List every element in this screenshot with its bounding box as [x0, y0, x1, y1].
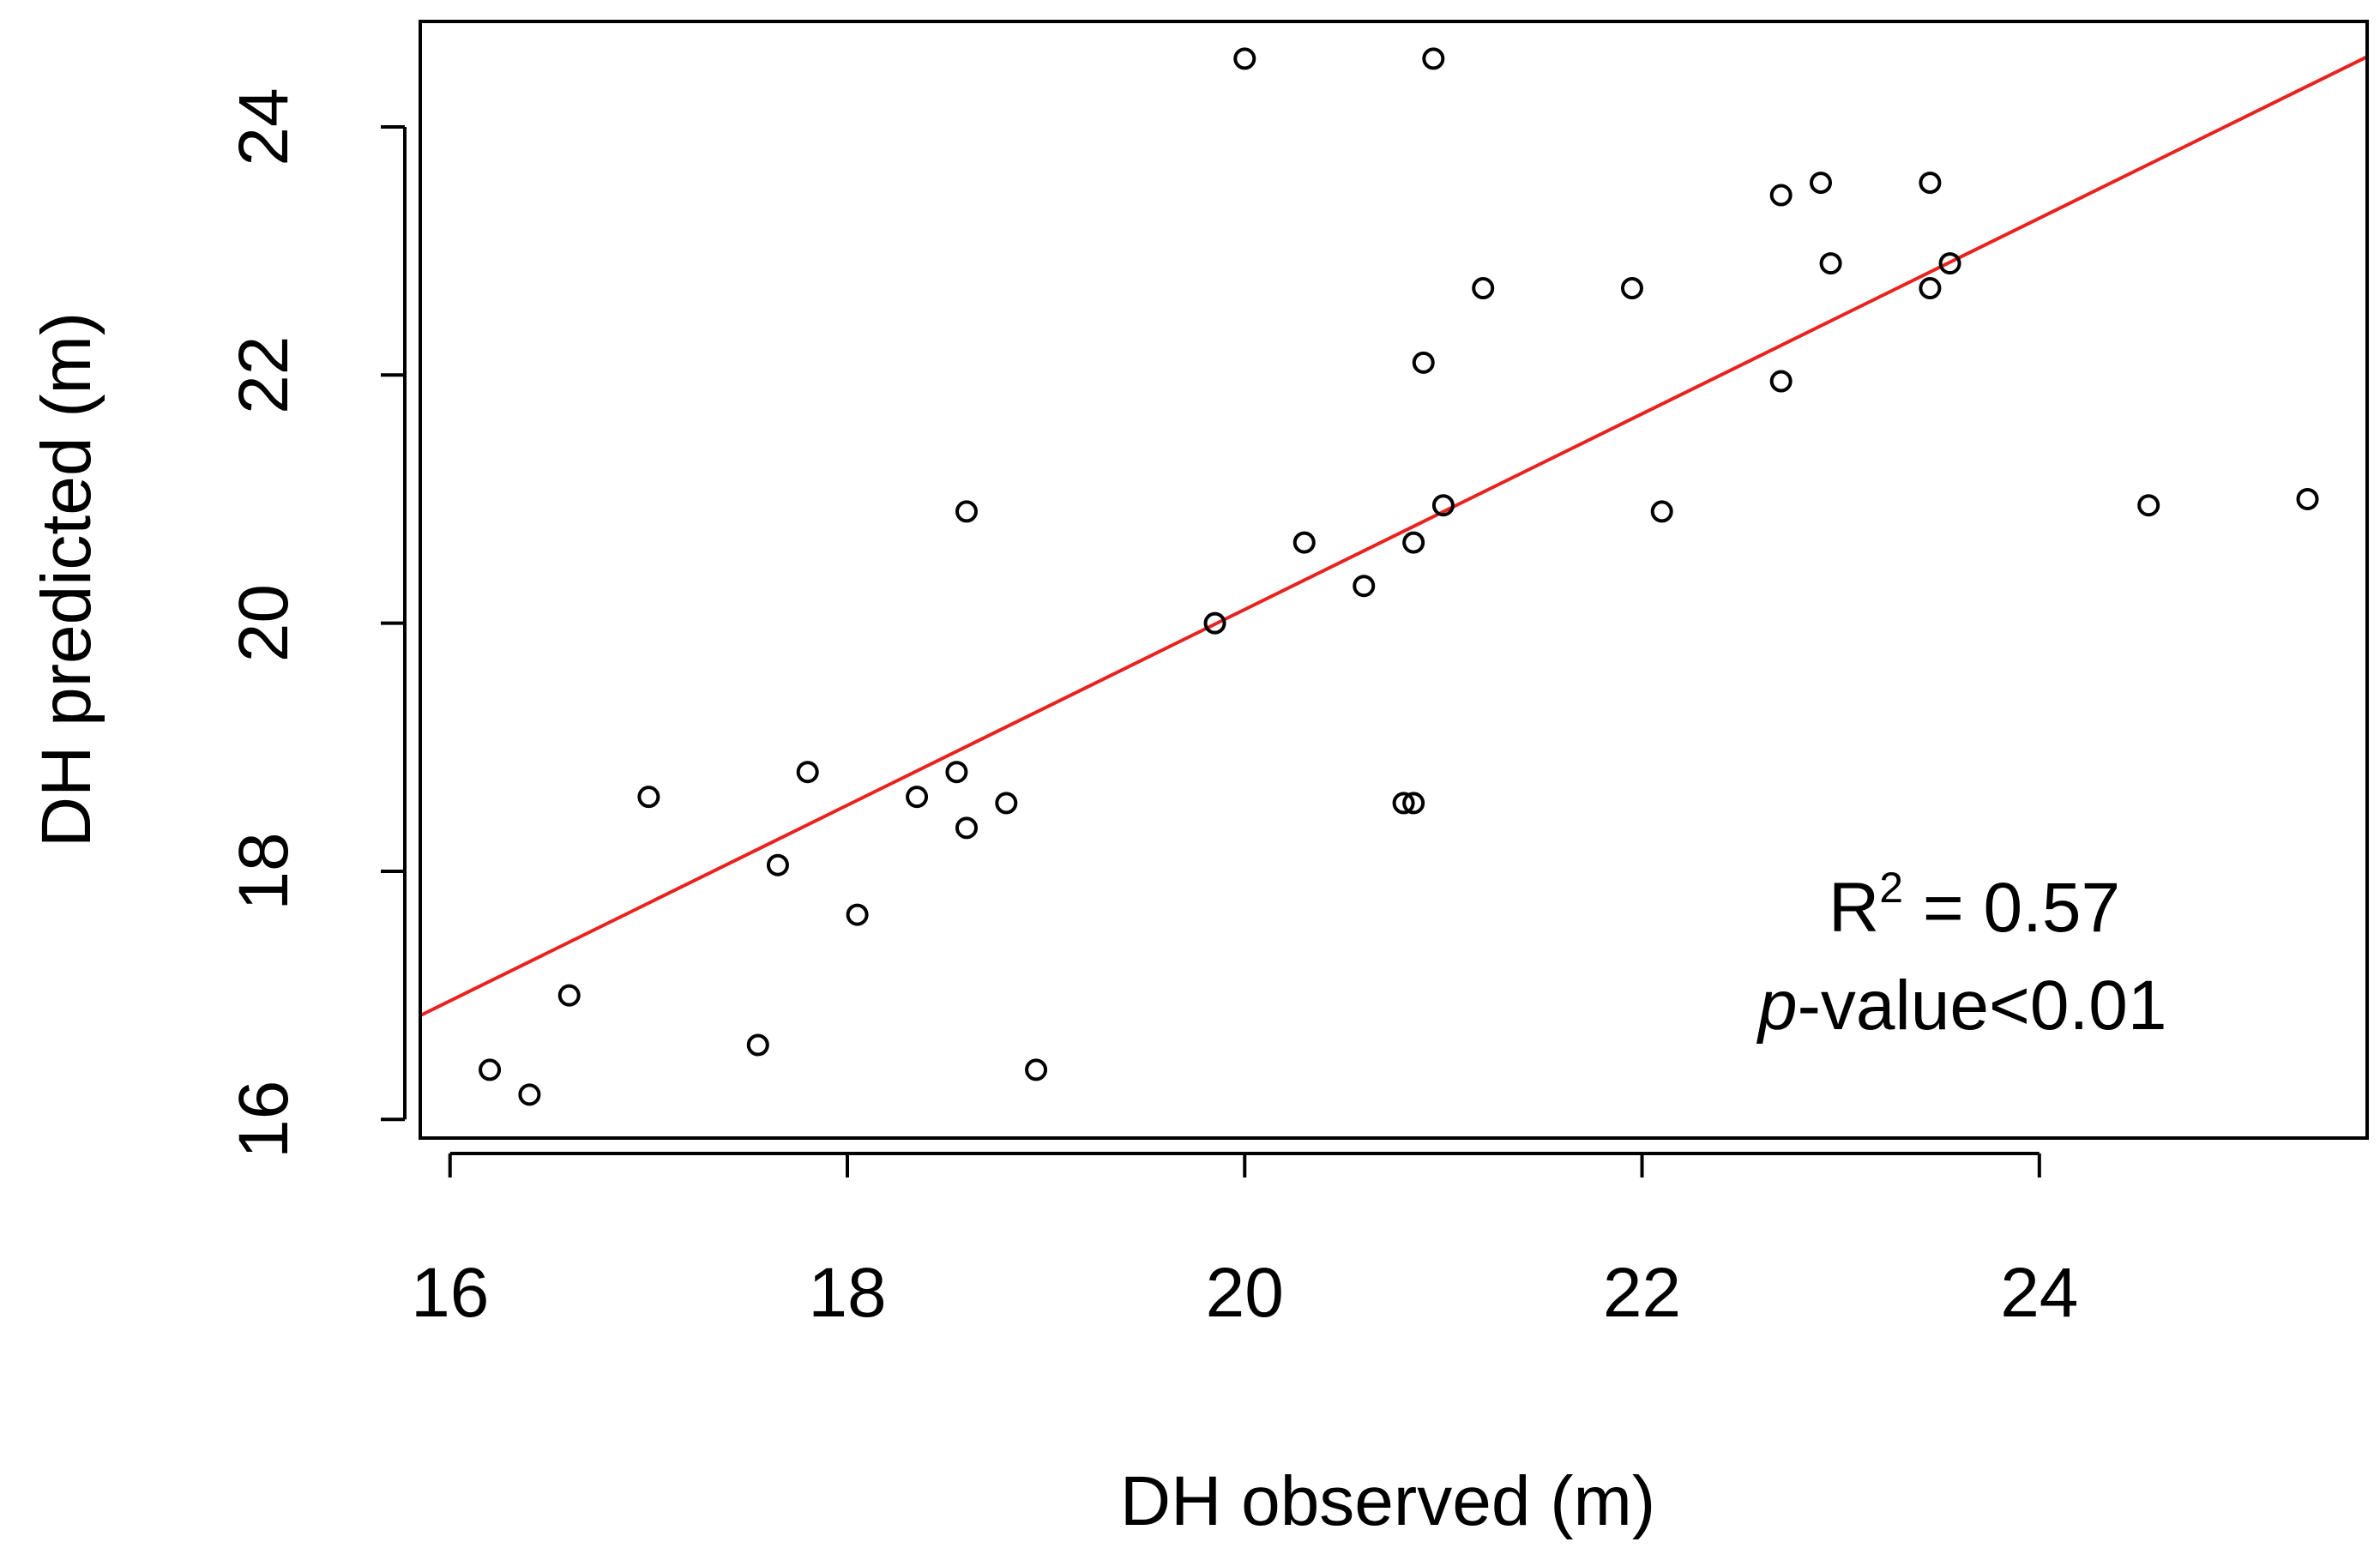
- x-axis: 16 18 20 22 24: [411, 1152, 2078, 1332]
- plot-frame: [419, 20, 2369, 1140]
- fit-line-layer: [419, 55, 2368, 1017]
- r-symbol: R: [1829, 869, 1879, 947]
- data-point: [2296, 487, 2319, 510]
- data-point: [557, 984, 581, 1007]
- y-tick-label: 22: [225, 336, 303, 414]
- data-point: [1650, 500, 1673, 523]
- r-squared-annotation: R2 = 0.57: [1829, 864, 2120, 947]
- data-point: [746, 1033, 769, 1057]
- y-tick-label: 18: [225, 832, 303, 910]
- data-point: [796, 761, 819, 784]
- y-tick-label: 20: [225, 584, 303, 662]
- x-axis-label: DH observed (m): [1120, 1462, 1655, 1540]
- y-tick-label: 24: [225, 87, 303, 166]
- data-point: [766, 853, 789, 876]
- data-point: [479, 1058, 502, 1081]
- data-point: [1938, 252, 1961, 275]
- x-tick-label: 16: [411, 1254, 489, 1332]
- data-point: [955, 816, 978, 840]
- data-point: [1025, 1058, 1048, 1081]
- data-point: [1402, 792, 1425, 815]
- data-point: [1402, 531, 1425, 554]
- data-point: [1431, 494, 1455, 517]
- p-symbol: p: [1756, 967, 1798, 1045]
- points-layer: [479, 47, 2319, 1106]
- data-point: [1203, 611, 1226, 635]
- x-tick-label: 22: [1603, 1254, 1681, 1332]
- data-point: [1819, 252, 1842, 275]
- data-point: [1412, 351, 1435, 374]
- data-point: [518, 1083, 541, 1106]
- data-point: [1233, 47, 1256, 70]
- data-point: [1919, 277, 1942, 300]
- data-point: [1919, 172, 1942, 195]
- data-point: [1769, 184, 1793, 207]
- y-axis-label: DH predicted (m): [27, 312, 105, 847]
- data-point: [906, 786, 929, 809]
- regression-line: [419, 55, 2368, 1017]
- data-point: [955, 500, 978, 523]
- data-point: [1472, 277, 1495, 300]
- p-value-annotation: p-value<0.01: [1756, 967, 2166, 1045]
- data-point: [1422, 47, 1445, 70]
- data-point: [1353, 575, 1376, 598]
- x-tick-label: 18: [808, 1254, 886, 1332]
- data-point: [945, 761, 968, 784]
- r-exponent: 2: [1879, 864, 1903, 912]
- data-point: [1392, 792, 1415, 815]
- r-value: = 0.57: [1903, 869, 2120, 947]
- data-point: [1620, 277, 1643, 300]
- data-point: [1769, 370, 1793, 393]
- y-tick-label: 16: [225, 1081, 303, 1159]
- data-point: [637, 786, 660, 809]
- data-point: [2137, 494, 2160, 517]
- x-tick-label: 20: [1206, 1254, 1284, 1332]
- data-point: [995, 792, 1018, 815]
- data-point: [846, 903, 869, 926]
- y-axis: 16 18 20 22 24: [225, 87, 407, 1159]
- x-tick-label: 24: [2000, 1254, 2078, 1332]
- data-point: [1810, 172, 1833, 195]
- p-value: -value<0.01: [1798, 967, 2167, 1045]
- data-point: [1292, 531, 1316, 554]
